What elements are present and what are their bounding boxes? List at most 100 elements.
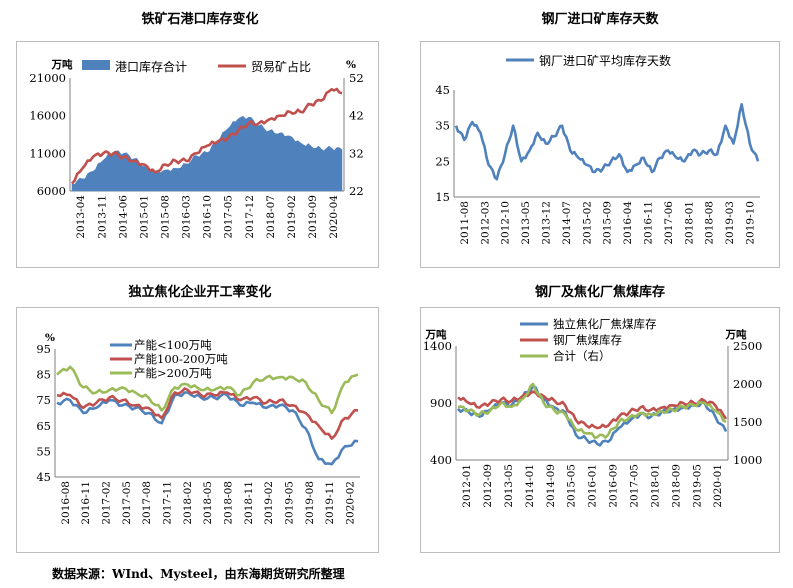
chart-4-xtick-label: 2020-01 (712, 464, 724, 508)
chart-4-xtick-label: 2019-05 (691, 464, 703, 508)
chart-2-xtick-label: 2019-03 (724, 201, 736, 245)
chart-4-series-3-line (457, 382, 727, 439)
chart-2-xtick-label: 2018-08 (704, 201, 716, 245)
chart-3-xtick-label: 2018-08 (223, 481, 235, 525)
chart-3-series-3-line (56, 365, 359, 415)
chart-3-y-unit: % (45, 332, 55, 344)
chart-3-xtick-label: 2018-05 (202, 481, 214, 525)
chart-1-series-1-area (71, 115, 343, 192)
chart-1-xtick-label: 2020-04 (328, 195, 340, 239)
chart-2-xtick-label: 2018-01 (683, 201, 695, 245)
chart-4-xtick-label: 2016-09 (608, 464, 620, 508)
chart-1-xtick-label: 2013-11 (96, 195, 108, 239)
chart-1-xtick-label: 2018-07 (265, 195, 277, 239)
chart-3-xtick-label: 2017-08 (141, 481, 153, 525)
chart-4-xtick-label: 2014-01 (524, 464, 536, 508)
chart-3-panel (16, 307, 379, 553)
chart-1-title: 铁矿石港口库存变化 (141, 12, 259, 27)
chart-3-series-1-line (56, 391, 359, 466)
chart-1-ytick-label: 6000 (37, 184, 66, 198)
chart-4-y2tick-label: 1000 (733, 453, 762, 467)
chart-4-legend-label: 合计（右） (553, 349, 611, 363)
chart-3-legend-label: 产能>200万吨 (134, 366, 212, 380)
chart-1-series-2-line (71, 87, 343, 185)
chart-1-y2-unit: % (346, 59, 356, 71)
chart-2-legend-label: 钢厂进口矿平均库存天数 (539, 53, 671, 68)
chart-3-legend-label: 产能100-200万吨 (134, 352, 228, 366)
chart-2-panel (420, 41, 780, 268)
chart-4-y2tick-label: 2000 (733, 377, 762, 391)
chart-3-legend-label: 产能<100万吨 (134, 338, 212, 352)
chart-3-ytick-label: 85 (36, 368, 51, 382)
chart-4-xtick-label: 2017-05 (629, 464, 641, 508)
chart-4-xtick-label: 2013-05 (503, 464, 515, 508)
chart-1-xtick-label: 2019-09 (307, 195, 319, 239)
chart-4-xtick-label: 2016-01 (587, 464, 599, 508)
chart-2-xtick-label: 2016-11 (642, 201, 654, 245)
chart-1-y2tick-label: 32 (349, 146, 364, 160)
chart-4-xtick-label: 2015-05 (566, 464, 578, 508)
chart-3-xtick-label: 2017-05 (121, 481, 133, 525)
chart-1-ytick-label: 16000 (29, 109, 66, 123)
chart-3-ytick-label: 95 (36, 342, 51, 356)
chart-4-y2tick-label: 1500 (733, 415, 762, 429)
chart-2-xtick-label: 2016-04 (622, 201, 634, 245)
chart-1-xtick-label: 2015-08 (160, 195, 172, 239)
chart-2-xtick-label: 2013-05 (520, 201, 532, 245)
chart-1-y2tick-label: 22 (349, 184, 364, 198)
chart-4-xtick-label: 2012-09 (482, 464, 494, 508)
chart-3-xtick-label: 2019-02 (263, 481, 275, 525)
chart-4-series-1-line (457, 384, 728, 447)
chart-1-xtick-label: 2017-12 (244, 195, 256, 239)
chart-1-xtick-label: 2015-01 (138, 195, 150, 239)
chart-2-ytick-label: 35 (435, 119, 450, 133)
chart-1-legend-label: 贸易矿占比 (251, 59, 311, 74)
chart-2-xtick-label: 2014-07 (561, 201, 573, 245)
chart-3-xtick-label: 2016-08 (60, 481, 72, 525)
chart-1-xtick-label: 2017-05 (223, 195, 235, 239)
chart-3-title: 独立焦化企业开工率变化 (128, 285, 272, 300)
chart-2-series-1-line (454, 103, 760, 181)
chart-1-y2tick-label: 42 (349, 109, 364, 123)
chart-3-ytick-label: 45 (36, 470, 51, 484)
chart-3-xtick-label: 2020-02 (345, 481, 357, 525)
chart-4-series-2-line (457, 390, 728, 430)
chart-2-xtick-label: 2019-10 (744, 201, 756, 245)
chart-1-ytick-label: 11000 (29, 146, 66, 160)
chart-1-xtick-label: 2014-06 (117, 195, 129, 239)
chart-2-ytick-label: 25 (435, 154, 450, 168)
chart-2-xtick-label: 2015-02 (581, 201, 593, 245)
chart-2-xtick-label: 2011-08 (459, 201, 471, 245)
chart-4-y2-unit: 万吨 (725, 328, 747, 341)
chart-2-xtick-label: 2013-12 (540, 201, 552, 245)
chart-4-ytick-label: 400 (430, 453, 452, 467)
chart-4-y-unit: 万吨 (425, 328, 447, 341)
chart-3-xtick-label: 2017-02 (101, 481, 113, 525)
chart-4-xtick-label: 2018-01 (649, 464, 661, 508)
chart-1-xtick-label: 2016-10 (202, 195, 214, 239)
chart-2-title: 钢厂进口矿库存天数 (541, 12, 659, 27)
chart-1-legend-swatch (82, 60, 110, 70)
chart-2-xtick-label: 2015-09 (602, 201, 614, 245)
chart-4-legend-label: 独立焦化厂焦煤库存 (553, 317, 657, 331)
chart-1-legend-label: 港口库存合计 (115, 59, 187, 74)
chart-1-xtick-label: 2013-04 (75, 195, 87, 239)
chart-1-y2tick-label: 52 (349, 71, 364, 85)
chart-4-panel (420, 307, 780, 553)
chart-4-ytick-label: 900 (430, 396, 452, 410)
chart-3-ytick-label: 75 (36, 393, 51, 407)
chart-4-xtick-label: 2014-09 (545, 464, 557, 508)
chart-3-xtick-label: 2019-11 (324, 481, 336, 525)
chart-3-ytick-label: 55 (36, 444, 51, 458)
chart-1-xtick-label: 2019-02 (286, 195, 298, 239)
chart-2-xtick-label: 2012-10 (500, 201, 512, 245)
chart-3-series-2-line (56, 387, 359, 440)
chart-3-xtick-label: 2018-02 (182, 481, 194, 525)
chart-2-xtick-label: 2017-06 (663, 201, 675, 245)
data-source-footer: 数据来源：WInd、Mysteel，由东海期货研究所整理 (52, 567, 345, 581)
chart-3-xtick-label: 2019-08 (304, 481, 316, 525)
chart-4-xtick-label: 2012-01 (461, 464, 473, 508)
chart-3-xtick-label: 2018-11 (243, 481, 255, 525)
chart-3-xtick-label: 2019-05 (284, 481, 296, 525)
